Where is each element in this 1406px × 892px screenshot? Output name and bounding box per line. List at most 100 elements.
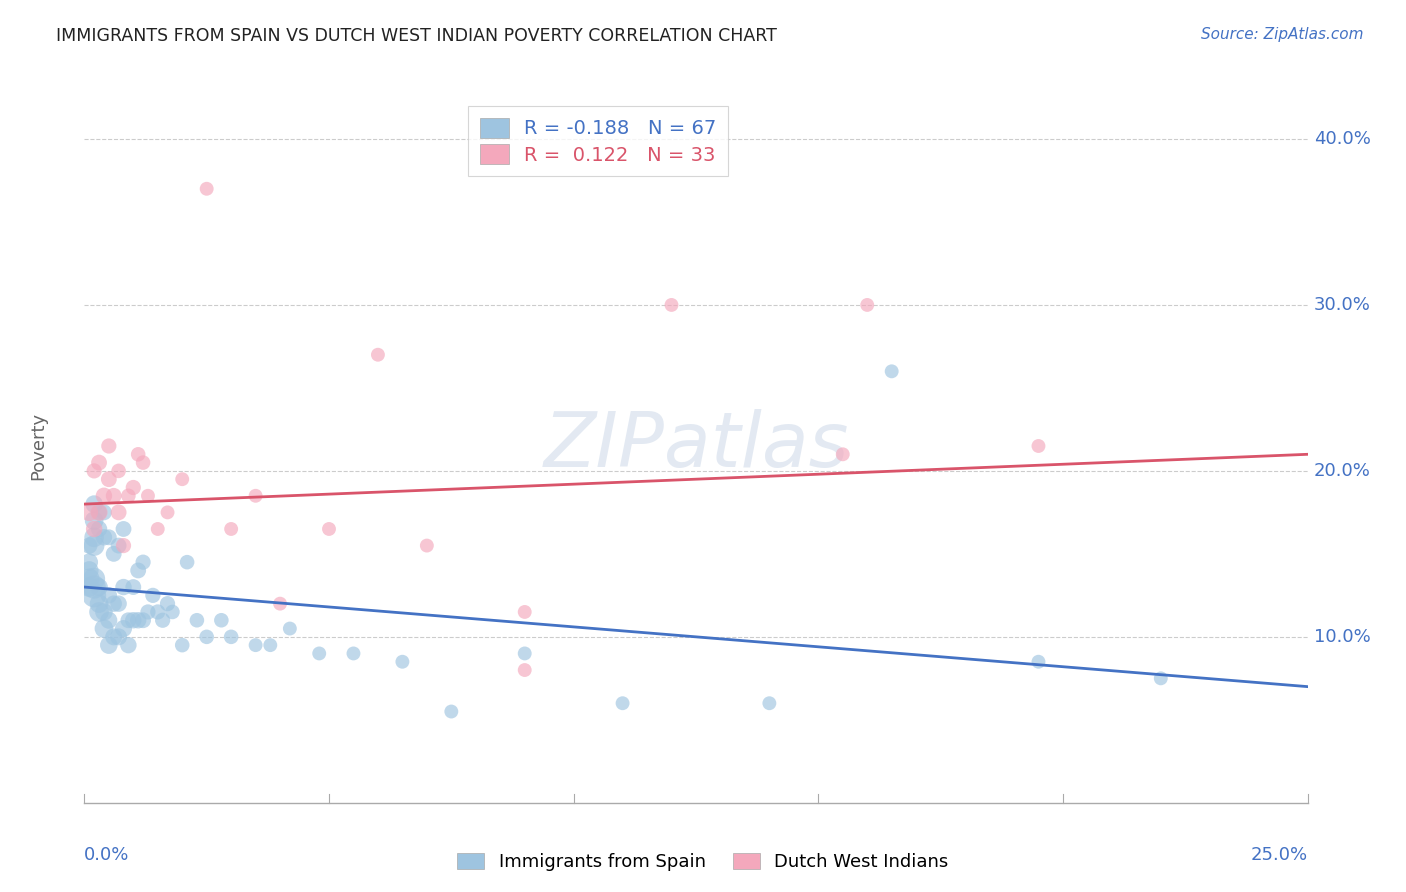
Point — [831, 447, 853, 461]
Point — [513, 647, 536, 661]
Point — [87, 505, 110, 519]
Point — [83, 522, 105, 536]
Point — [367, 348, 389, 362]
Point — [122, 481, 145, 495]
Point — [416, 539, 439, 553]
Point — [77, 572, 100, 586]
Point — [856, 298, 879, 312]
Point — [97, 530, 120, 544]
Point — [1028, 439, 1050, 453]
Legend: R = -0.188   N = 67, R =  0.122   N = 33: R = -0.188 N = 67, R = 0.122 N = 33 — [468, 106, 728, 177]
Text: 0.0%: 0.0% — [84, 846, 129, 863]
Point — [97, 588, 120, 602]
Text: 25.0%: 25.0% — [1250, 846, 1308, 863]
Point — [97, 472, 120, 486]
Point — [156, 597, 179, 611]
Point — [172, 472, 194, 486]
Point — [77, 539, 100, 553]
Point — [117, 489, 139, 503]
Point — [103, 597, 125, 611]
Point — [172, 638, 194, 652]
Point — [83, 530, 105, 544]
Point — [209, 613, 232, 627]
Point — [219, 630, 242, 644]
Text: ZIPatlas: ZIPatlas — [543, 409, 849, 483]
Text: 40.0%: 40.0% — [1313, 130, 1371, 148]
Point — [112, 522, 135, 536]
Point — [152, 613, 174, 627]
Point — [132, 613, 155, 627]
Point — [77, 555, 100, 569]
Point — [440, 705, 463, 719]
Point — [93, 505, 115, 519]
Text: 30.0%: 30.0% — [1313, 296, 1371, 314]
Point — [103, 547, 125, 561]
Text: 20.0%: 20.0% — [1313, 462, 1371, 480]
Point — [342, 647, 364, 661]
Text: 10.0%: 10.0% — [1313, 628, 1371, 646]
Point — [278, 622, 301, 636]
Point — [1150, 671, 1173, 685]
Point — [77, 505, 100, 519]
Text: Poverty: Poverty — [30, 412, 48, 480]
Point — [127, 447, 149, 461]
Point — [107, 630, 129, 644]
Point — [93, 530, 115, 544]
Point — [83, 539, 105, 553]
Point — [146, 522, 169, 536]
Point — [112, 539, 135, 553]
Point — [112, 622, 135, 636]
Point — [513, 605, 536, 619]
Point — [83, 588, 105, 602]
Point — [77, 580, 100, 594]
Point — [195, 630, 218, 644]
Point — [127, 613, 149, 627]
Point — [612, 696, 634, 710]
Point — [1028, 655, 1050, 669]
Point — [122, 613, 145, 627]
Point — [83, 464, 105, 478]
Point — [83, 497, 105, 511]
Point — [245, 638, 267, 652]
Point — [93, 622, 115, 636]
Point — [107, 464, 129, 478]
Point — [132, 456, 155, 470]
Point — [758, 696, 780, 710]
Point — [513, 663, 536, 677]
Point — [83, 580, 105, 594]
Point — [97, 638, 120, 652]
Point — [259, 638, 281, 652]
Point — [391, 655, 413, 669]
Point — [83, 572, 105, 586]
Text: IMMIGRANTS FROM SPAIN VS DUTCH WEST INDIAN POVERTY CORRELATION CHART: IMMIGRANTS FROM SPAIN VS DUTCH WEST INDI… — [56, 27, 778, 45]
Point — [107, 597, 129, 611]
Point — [195, 182, 218, 196]
Point — [83, 514, 105, 528]
Point — [87, 522, 110, 536]
Point — [132, 555, 155, 569]
Point — [186, 613, 208, 627]
Point — [77, 564, 100, 578]
Point — [107, 539, 129, 553]
Point — [87, 605, 110, 619]
Point — [136, 605, 159, 619]
Point — [318, 522, 340, 536]
Point — [93, 489, 115, 503]
Legend: Immigrants from Spain, Dutch West Indians: Immigrants from Spain, Dutch West Indian… — [450, 846, 956, 879]
Point — [97, 613, 120, 627]
Point — [146, 605, 169, 619]
Point — [176, 555, 198, 569]
Point — [162, 605, 184, 619]
Point — [87, 597, 110, 611]
Point — [117, 613, 139, 627]
Point — [107, 505, 129, 519]
Point — [122, 580, 145, 594]
Point — [156, 505, 179, 519]
Point — [136, 489, 159, 503]
Point — [112, 580, 135, 594]
Point — [87, 580, 110, 594]
Point — [880, 364, 903, 378]
Point — [87, 505, 110, 519]
Point — [142, 588, 165, 602]
Point — [127, 564, 149, 578]
